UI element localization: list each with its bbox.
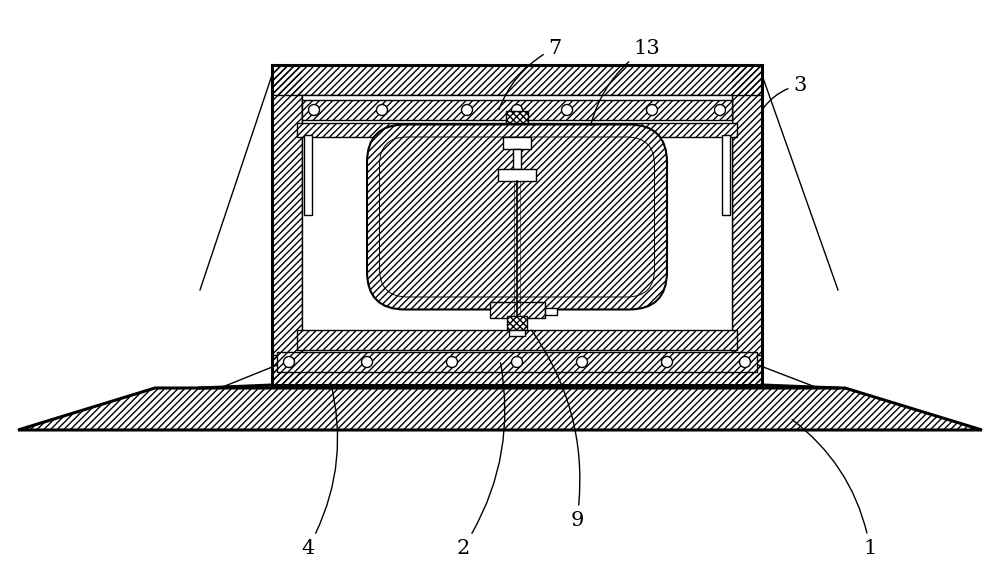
Circle shape: [662, 356, 672, 367]
Bar: [277, 352, 757, 372]
Bar: [507, 316, 527, 330]
Bar: [544, 308, 556, 315]
Circle shape: [512, 104, 522, 116]
Bar: [509, 330, 525, 336]
Circle shape: [309, 104, 320, 116]
Bar: [297, 123, 737, 137]
Circle shape: [646, 104, 658, 116]
Circle shape: [512, 356, 522, 367]
Text: 13: 13: [591, 39, 660, 125]
Bar: [302, 100, 732, 120]
Circle shape: [562, 104, 572, 116]
Bar: [490, 302, 544, 318]
Polygon shape: [18, 388, 982, 430]
Circle shape: [377, 104, 388, 116]
Bar: [304, 135, 312, 215]
Text: 7: 7: [499, 39, 562, 109]
Text: 1: 1: [792, 420, 877, 558]
Bar: [302, 95, 732, 355]
Polygon shape: [272, 355, 762, 385]
Bar: [506, 111, 528, 123]
Text: 9: 9: [532, 330, 584, 529]
Circle shape: [362, 356, 373, 367]
Bar: [297, 330, 737, 350]
Bar: [503, 137, 531, 149]
Circle shape: [462, 104, 473, 116]
Bar: [512, 318, 522, 329]
Polygon shape: [272, 65, 302, 385]
Bar: [498, 169, 536, 181]
Bar: [490, 302, 544, 318]
Text: 2: 2: [456, 363, 505, 558]
Circle shape: [446, 356, 458, 367]
Bar: [506, 111, 528, 123]
Text: 3: 3: [764, 76, 807, 108]
Circle shape: [284, 356, 295, 367]
Bar: [297, 330, 737, 350]
Bar: [722, 135, 730, 215]
Circle shape: [740, 356, 750, 367]
Bar: [277, 352, 757, 372]
Bar: [512, 318, 522, 329]
Bar: [513, 149, 521, 169]
Bar: [507, 316, 527, 330]
Circle shape: [714, 104, 726, 116]
Polygon shape: [272, 65, 762, 95]
Circle shape: [576, 356, 588, 367]
FancyBboxPatch shape: [367, 124, 667, 309]
Text: 4: 4: [301, 383, 338, 558]
Bar: [297, 123, 737, 137]
Polygon shape: [732, 65, 762, 385]
Bar: [302, 100, 732, 120]
